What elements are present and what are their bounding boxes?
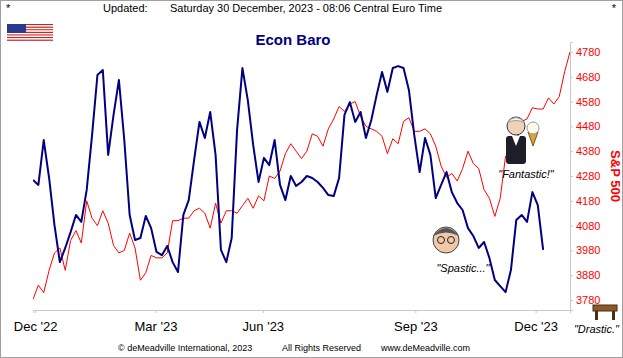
series-line xyxy=(33,52,570,299)
flag-stripe xyxy=(7,38,53,39)
tick-mark xyxy=(570,226,573,227)
flag-stripe xyxy=(7,34,53,35)
tick-label: 3980 xyxy=(576,244,600,256)
figure-body xyxy=(506,136,526,164)
flag-stripe xyxy=(7,40,53,41)
tick-mark xyxy=(570,275,573,276)
figures xyxy=(433,117,617,320)
series-line xyxy=(33,66,543,292)
tick-label: 3780 xyxy=(576,294,600,306)
figure-head xyxy=(507,117,525,135)
figure-hair xyxy=(507,118,525,124)
annotations: "Fantastic!" "Spastic..." "Drastic." xyxy=(436,168,620,335)
y-axis: 3780 3880 3980 4080 4180 4280 4380 4480 4580 4680… xyxy=(570,43,600,311)
tick-mark xyxy=(570,176,573,177)
flag-canton xyxy=(7,24,26,33)
tick: Mar '23 xyxy=(134,310,177,334)
tick: 3880 xyxy=(570,269,600,281)
flag-stripe xyxy=(7,41,53,42)
tick-label: Mar '23 xyxy=(134,319,177,334)
axis-line xyxy=(34,311,571,314)
tick: 4180 xyxy=(570,195,600,207)
tick-label: 4280 xyxy=(576,170,600,182)
plot-area xyxy=(33,52,570,299)
tick-mark xyxy=(570,250,573,251)
tick-mark xyxy=(570,52,573,53)
header-text: * xyxy=(6,2,11,14)
chart: * Updated: Saturday 30 December, 2023 - 08… xyxy=(0,0,623,358)
tick: 4580 xyxy=(570,96,600,108)
tick: 4380 xyxy=(570,145,600,157)
footer-text: www.deMeadville.com xyxy=(380,343,470,353)
flag-stripe xyxy=(7,37,53,38)
figure-glasses xyxy=(448,237,455,244)
tick: 4780 xyxy=(570,46,600,58)
tick: 4480 xyxy=(570,120,600,132)
annotation: "Drastic." xyxy=(574,323,620,335)
axis-title: S&P 500 xyxy=(608,150,623,202)
tick-mark xyxy=(263,310,264,313)
tick-label: Dec '22 xyxy=(14,319,58,334)
tick-mark xyxy=(35,310,36,313)
tick-label: 4080 xyxy=(576,220,600,232)
tick-mark xyxy=(570,126,573,127)
tick: Jun '23 xyxy=(243,310,285,334)
tick-label: 4480 xyxy=(576,120,600,132)
flag-stripe xyxy=(7,33,53,34)
tick-label: 3880 xyxy=(576,269,600,281)
tick: 3980 xyxy=(570,244,600,256)
tick-mark xyxy=(536,310,537,313)
tick-label: Dec '23 xyxy=(514,319,558,334)
footer-text: © deMeadville International, 2023 xyxy=(118,343,252,353)
tick-label: 4780 xyxy=(576,46,600,58)
tick: Dec '22 xyxy=(14,310,58,334)
desk-leg xyxy=(612,311,615,320)
tick-label: 4180 xyxy=(576,195,600,207)
figure-hair xyxy=(433,228,459,236)
frame xyxy=(1,1,623,358)
footer-text: All Rights Reserved xyxy=(282,343,361,353)
tick: Dec '23 xyxy=(514,310,558,334)
annotation: "Fantastic!" xyxy=(498,168,555,180)
tick-label: 4580 xyxy=(576,96,600,108)
tick-mark xyxy=(570,151,573,152)
tick-mark xyxy=(415,310,416,313)
tick-label: 4380 xyxy=(576,145,600,157)
header: * Updated: Saturday 30 December, 2023 - 08… xyxy=(6,2,617,14)
ice-cream-scoop xyxy=(527,122,539,134)
tick: 4280 xyxy=(570,170,600,182)
axis-line xyxy=(571,43,574,311)
header-text: Updated: xyxy=(103,2,148,14)
chart-title: Econ Baro xyxy=(255,31,330,48)
tick: 4080 xyxy=(570,220,600,232)
tick: 3780 xyxy=(570,294,600,306)
tick: Sep '23 xyxy=(394,310,438,334)
tick-mark xyxy=(570,201,573,202)
desk-leg xyxy=(595,311,598,320)
figure-glasses xyxy=(438,237,445,244)
header-text: Saturday 30 December, 2023 - 08:06 Centr… xyxy=(170,2,442,14)
tick-mark xyxy=(570,102,573,103)
tick-label: 4680 xyxy=(576,71,600,83)
footer: © deMeadville International, 2023 All Rig… xyxy=(118,343,470,353)
figure-shirt xyxy=(512,136,520,146)
tick-label: Sep '23 xyxy=(394,319,438,334)
tick: 4680 xyxy=(570,71,600,83)
tick-mark xyxy=(570,300,573,301)
flag-stripe xyxy=(7,36,53,37)
annotation: "Spastic..." xyxy=(436,262,490,274)
tick-mark xyxy=(570,77,573,78)
figure-head xyxy=(433,227,459,253)
desk-top xyxy=(593,305,617,311)
flag-icon xyxy=(7,24,53,42)
tick-label: Jun '23 xyxy=(243,319,285,334)
header-text: * xyxy=(612,2,617,14)
x-axis: Dec '22 Mar '23 Jun '23 Sep '23 Dec '23 xyxy=(14,310,571,334)
tick-mark xyxy=(155,310,156,313)
